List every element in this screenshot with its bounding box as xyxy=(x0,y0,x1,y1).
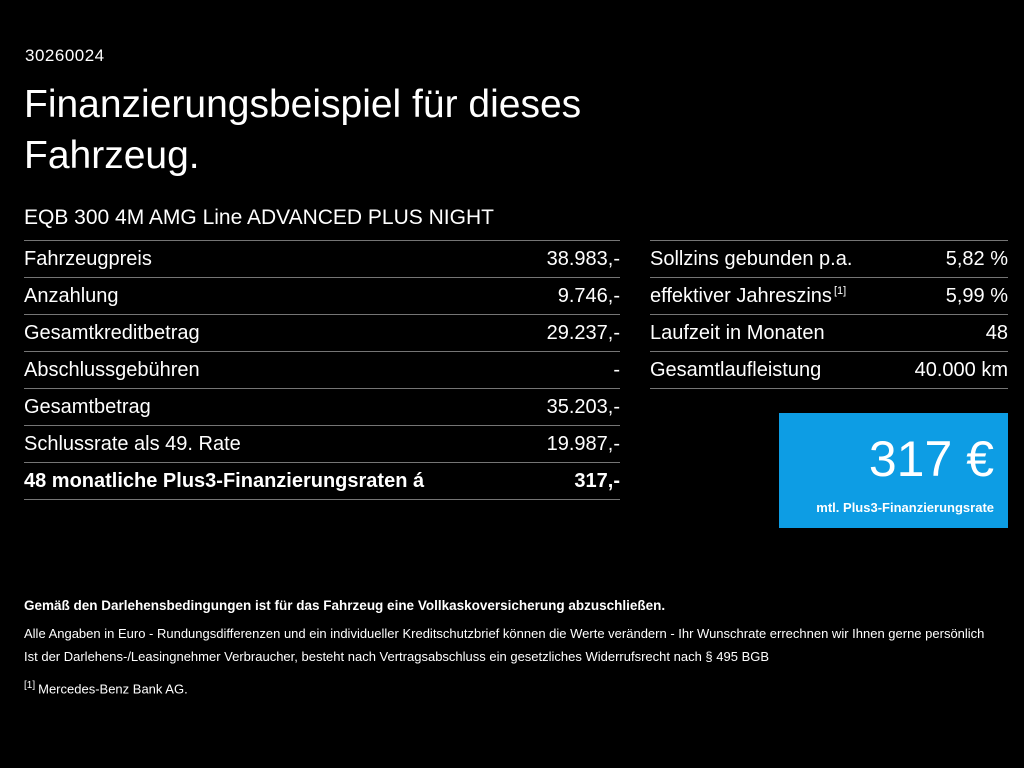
table-row: Schlussrate als 49. Rate 19.987,- xyxy=(24,425,620,462)
row-label: Fahrzeugpreis xyxy=(24,247,152,270)
table-row: Fahrzeugpreis 38.983,- xyxy=(24,240,620,277)
conditions-table: Sollzins gebunden p.a. 5,82 % effektiver… xyxy=(650,240,1008,389)
row-label: Gesamtbetrag xyxy=(24,395,151,418)
row-value: 38.983,- xyxy=(546,247,620,270)
monthly-rate-caption: mtl. Plus3-Finanzierungsrate xyxy=(816,500,994,515)
table-row: Sollzins gebunden p.a. 5,82 % xyxy=(650,240,1008,277)
row-value: 40.000 km xyxy=(914,358,1008,381)
row-value: 48 xyxy=(985,321,1008,344)
disclaimer-line-2: Ist der Darlehens-/Leasingnehmer Verbrau… xyxy=(24,649,770,664)
bank-footnote: [1] Mercedes-Benz Bank AG. xyxy=(24,680,1002,696)
row-value: 5,99 % xyxy=(945,284,1008,307)
row-label: Gesamtlaufleistung xyxy=(650,358,822,381)
row-label: effektiver Jahreszins [1] xyxy=(650,284,847,307)
insurance-note: Gemäß den Darlehensbedingungen ist für d… xyxy=(24,598,666,613)
row-label: Laufzeit in Monaten xyxy=(650,321,825,344)
reference-number: 30260024 xyxy=(25,46,105,65)
row-label: Sollzins gebunden p.a. xyxy=(650,247,853,270)
row-value: 317,- xyxy=(574,469,620,492)
row-value: - xyxy=(613,358,620,381)
monthly-rate-amount: 317 € xyxy=(868,431,994,487)
footnote-marker: [1] xyxy=(833,284,847,297)
disclaimer-line-1: Alle Angaben in Euro - Rundungsdifferenz… xyxy=(24,626,985,641)
row-label: Schlussrate als 49. Rate xyxy=(24,432,241,455)
row-value: 35.203,- xyxy=(546,395,620,418)
table-row: Gesamtlaufleistung 40.000 km xyxy=(650,351,1008,388)
footnote-text: Mercedes-Benz Bank AG. xyxy=(38,681,188,697)
row-value: 5,82 % xyxy=(945,247,1008,270)
row-label: Anzahlung xyxy=(24,284,119,307)
table-row: Abschlussgebühren - xyxy=(24,351,620,388)
footnote-marker: [1] xyxy=(24,680,36,691)
table-row: Laufzeit in Monaten 48 xyxy=(650,314,1008,351)
row-value: 29.237,- xyxy=(546,321,620,344)
row-value: 19.987,- xyxy=(546,432,620,455)
financing-table: Fahrzeugpreis 38.983,- Anzahlung 9.746,-… xyxy=(24,240,620,500)
monthly-rate-box: 317 € mtl. Plus3-Finanzierungsrate xyxy=(779,413,1008,528)
table-row: Gesamtbetrag 35.203,- xyxy=(24,388,620,425)
row-label: Gesamtkreditbetrag xyxy=(24,321,200,344)
table-row: effektiver Jahreszins [1] 5,99 % xyxy=(650,277,1008,314)
row-value: 9.746,- xyxy=(557,284,620,307)
table-row-monthly-rate: 48 monatliche Plus3-Finanzierungsraten á… xyxy=(24,462,620,499)
row-label: Abschlussgebühren xyxy=(24,358,200,381)
row-label: 48 monatliche Plus3-Finanzierungsraten á xyxy=(24,469,425,492)
footer: Gemäß den Darlehensbedingungen ist für d… xyxy=(24,598,1002,696)
vehicle-name: EQB 300 4M AMG Line ADVANCED PLUS NIGHT xyxy=(24,206,494,229)
table-row: Anzahlung 9.746,- xyxy=(24,277,620,314)
page-title: Finanzierungsbeispiel für dieses Fahrzeu… xyxy=(24,83,582,177)
table-row: Gesamtkreditbetrag 29.237,- xyxy=(24,314,620,351)
